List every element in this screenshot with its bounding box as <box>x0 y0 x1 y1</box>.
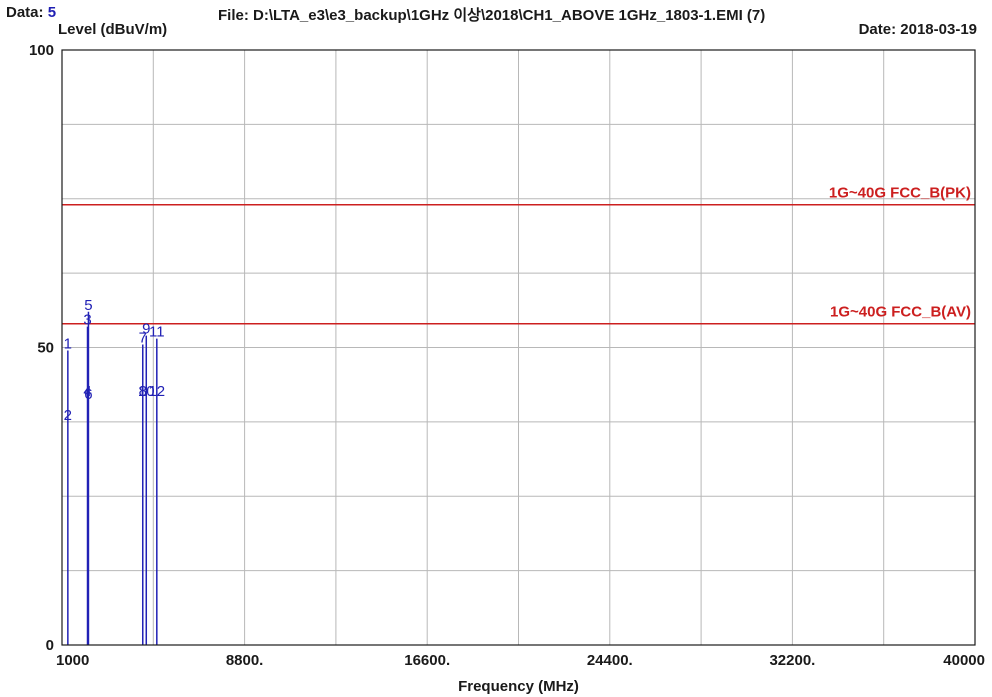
x-tick-label: 32200. <box>769 652 815 669</box>
marker-label: 7 <box>139 330 147 347</box>
y-axis-label: Level (dBuV/m) <box>58 21 168 38</box>
x-tick-label: 1000 <box>56 652 89 669</box>
y-tick-label: 50 <box>37 340 54 357</box>
marker-label: 4 <box>83 383 91 400</box>
limit-line-label: 1G~40G FCC_B(AV) <box>830 304 971 321</box>
marker-label: 10 <box>138 383 155 400</box>
y-tick-label: 100 <box>29 42 54 59</box>
marker-label: 1 <box>64 335 72 352</box>
marker-label: 2 <box>64 407 72 424</box>
marker-label: 11 <box>149 324 165 341</box>
date-label: Date: 2018-03-19 <box>858 21 977 38</box>
data-indicator: Data: 5 <box>6 4 56 21</box>
y-tick-label: 0 <box>46 637 54 654</box>
limit-line-label: 1G~40G FCC_B(PK) <box>829 185 971 202</box>
x-axis-label: Frequency (MHz) <box>458 678 579 695</box>
marker-label: 8 <box>139 383 147 400</box>
marker-label: 6 <box>84 386 92 403</box>
file-path: File: D:\LTA_e3\e3_backup\1GHz 이상\2018\C… <box>218 7 766 24</box>
x-tick-label: 16600. <box>404 652 450 669</box>
data-label: Data: <box>6 4 44 21</box>
data-value: 5 <box>47 4 57 21</box>
marker-label: 3 <box>83 312 91 329</box>
limit-lines: 1G~40G FCC_B(PK) 1G~40G FCC_B(AV) <box>62 185 975 325</box>
marker-label: 5 <box>84 297 92 314</box>
x-tick-label: 40000 <box>943 652 985 669</box>
tick-labels: 1000 8800. 16600. 24400. 32200. 40000 0 50 100 <box>29 42 985 669</box>
grid <box>62 50 975 645</box>
marker-label: 9 <box>142 321 150 338</box>
marker-label: 12 <box>148 383 165 400</box>
plot-frame <box>61 49 976 646</box>
x-tick-label: 24400. <box>587 652 633 669</box>
x-tick-label: 8800. <box>226 652 264 669</box>
